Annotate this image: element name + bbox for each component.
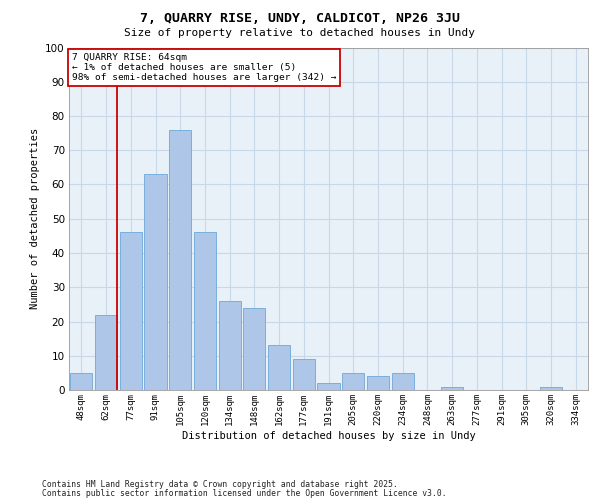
Text: Contains public sector information licensed under the Open Government Licence v3: Contains public sector information licen…: [42, 488, 446, 498]
Text: Contains HM Land Registry data © Crown copyright and database right 2025.: Contains HM Land Registry data © Crown c…: [42, 480, 398, 489]
Bar: [218, 301, 241, 390]
X-axis label: Distribution of detached houses by size in Undy: Distribution of detached houses by size …: [182, 430, 475, 440]
Bar: [119, 232, 142, 390]
Bar: [268, 346, 290, 390]
Bar: [441, 386, 463, 390]
Text: Size of property relative to detached houses in Undy: Size of property relative to detached ho…: [125, 28, 476, 38]
Bar: [70, 373, 92, 390]
Bar: [194, 232, 216, 390]
Bar: [169, 130, 191, 390]
Bar: [367, 376, 389, 390]
Bar: [293, 359, 315, 390]
Text: 7, QUARRY RISE, UNDY, CALDICOT, NP26 3JU: 7, QUARRY RISE, UNDY, CALDICOT, NP26 3JU: [140, 12, 460, 26]
Bar: [540, 386, 562, 390]
Bar: [95, 314, 117, 390]
Bar: [243, 308, 265, 390]
Bar: [145, 174, 167, 390]
Y-axis label: Number of detached properties: Number of detached properties: [29, 128, 40, 310]
Text: 7 QUARRY RISE: 64sqm
← 1% of detached houses are smaller (5)
98% of semi-detache: 7 QUARRY RISE: 64sqm ← 1% of detached ho…: [71, 52, 336, 82]
Bar: [392, 373, 414, 390]
Bar: [317, 383, 340, 390]
Bar: [342, 373, 364, 390]
